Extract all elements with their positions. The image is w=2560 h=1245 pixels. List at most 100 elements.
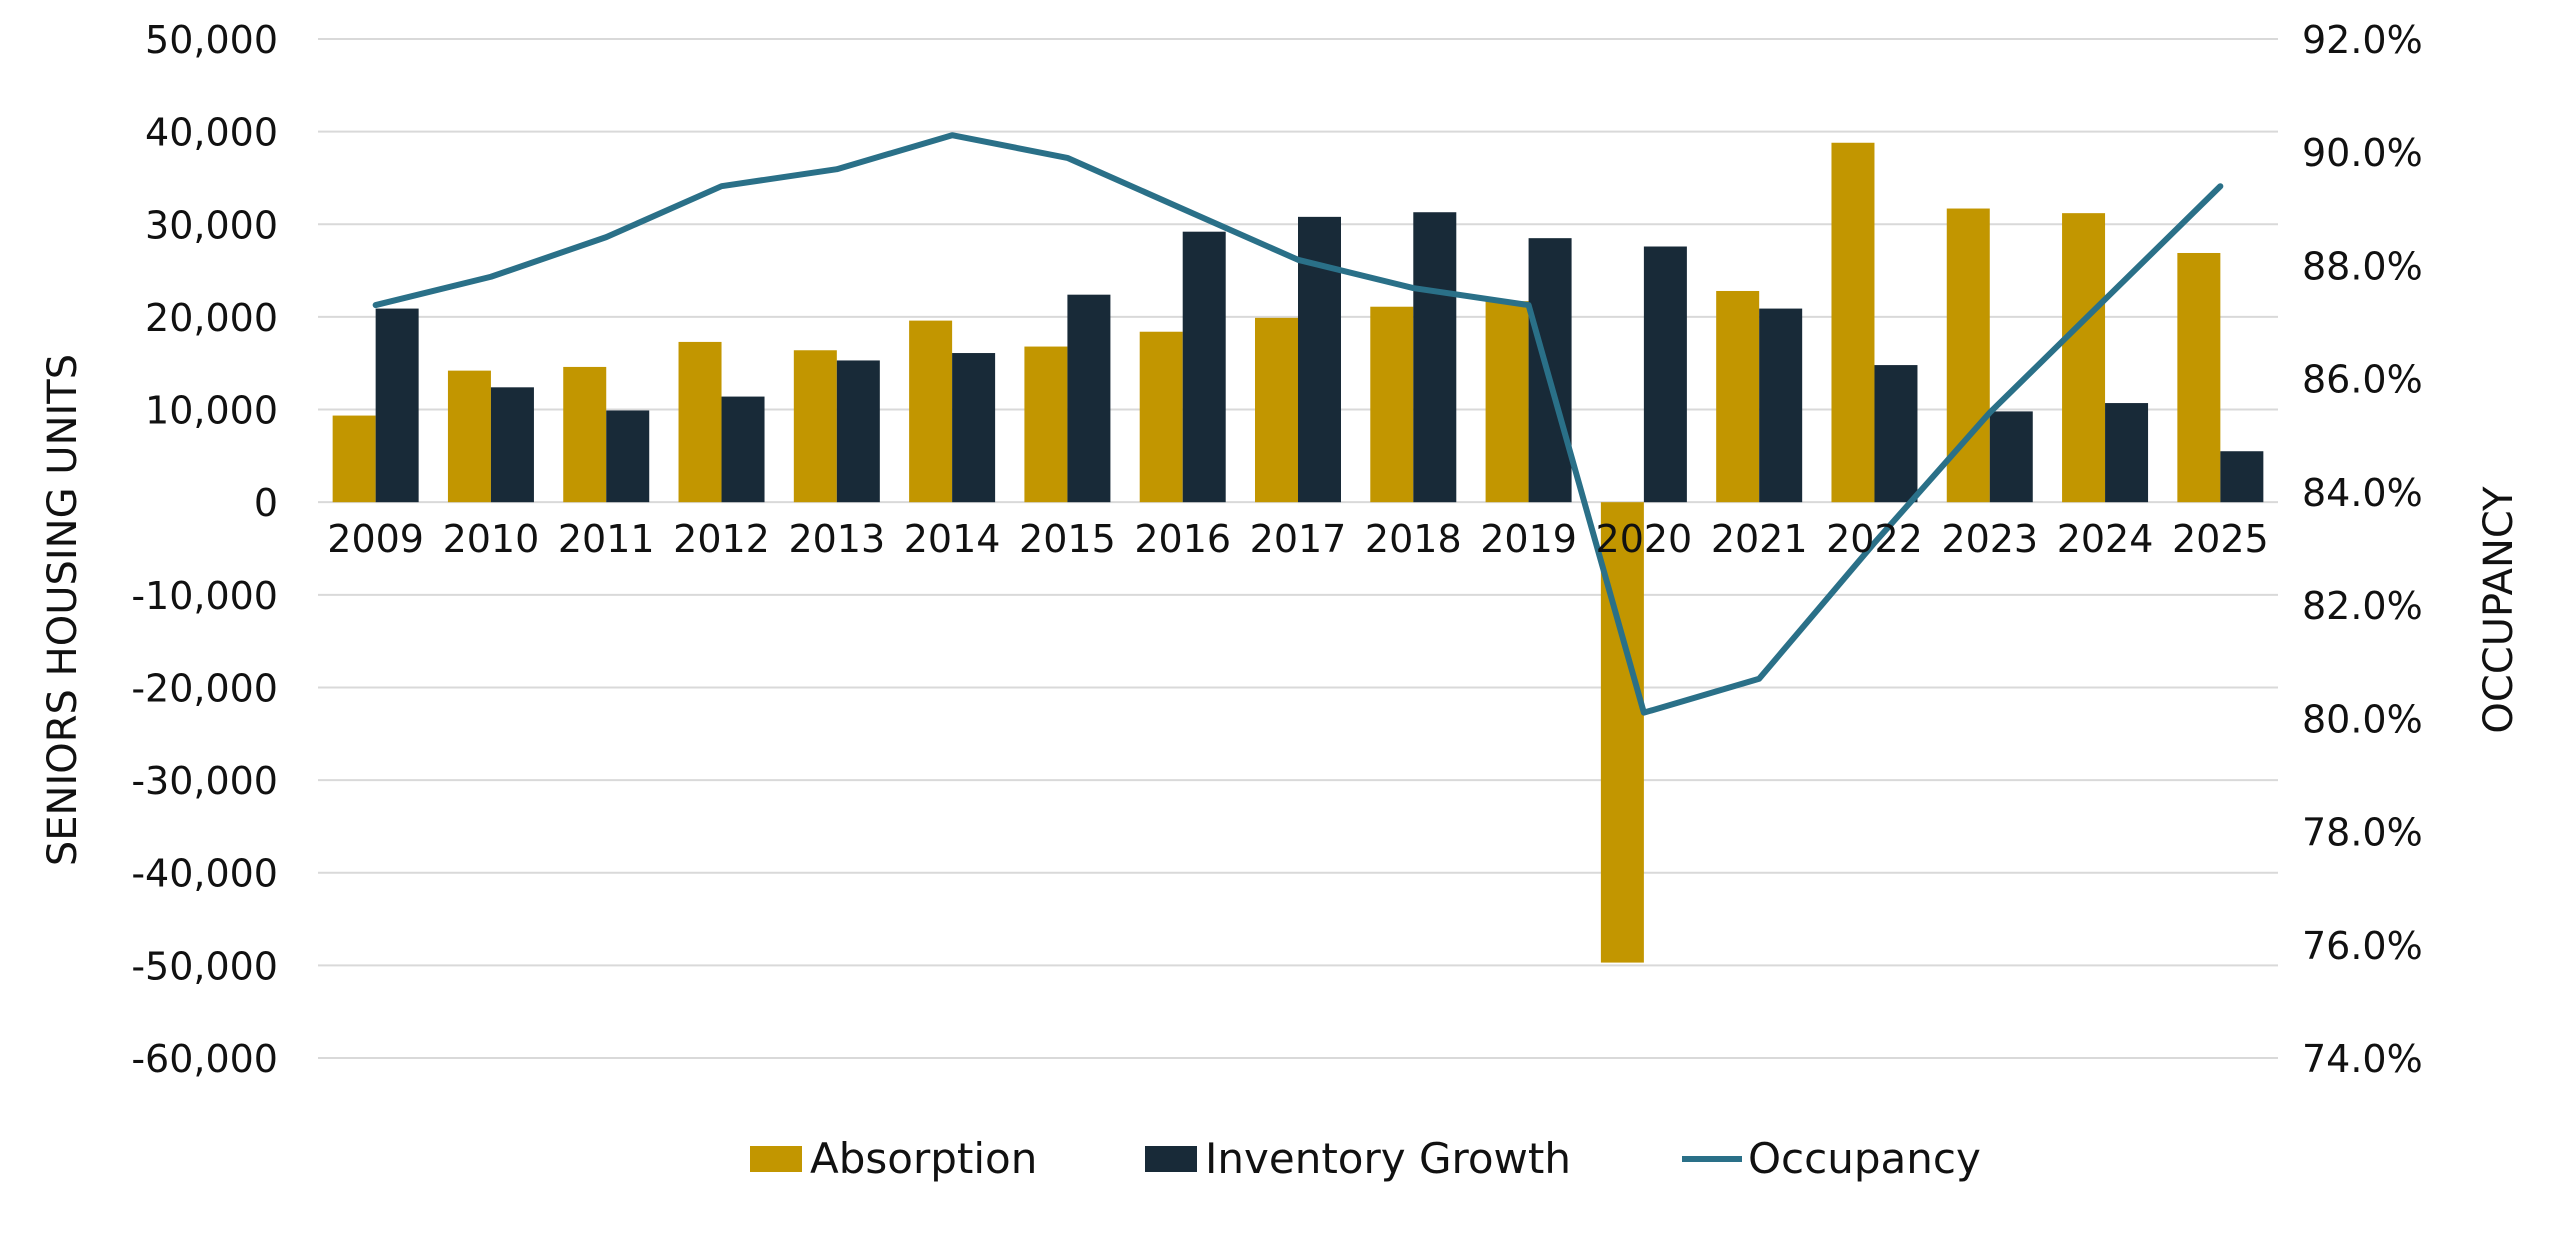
absorption-bar-2017 (1255, 317, 1298, 503)
y2-tick-label: 92.0% (2302, 18, 2423, 62)
y-tick-label: 10,000 (145, 389, 278, 433)
occupancy-point-2014 (951, 134, 954, 137)
inventory-growth-bar-2010 (490, 387, 534, 503)
absorption-bar-2009 (332, 415, 376, 503)
absorption-bar-2014 (909, 320, 953, 503)
occupancy-point-2018 (1412, 287, 1415, 290)
y2-tick-label: 74.0% (2302, 1037, 2423, 1081)
inventory-growth-bar-2011 (606, 410, 650, 503)
legend-label: Absorption (810, 1134, 1037, 1183)
x-tick-label: 2016 (1134, 517, 1231, 561)
inventory-growth-bar-2025 (2220, 451, 2264, 503)
x-tick-label: 2024 (2057, 517, 2154, 561)
y-tick-label: -40,000 (131, 852, 278, 896)
absorption-bar-2018 (1370, 306, 1414, 503)
occupancy-line-layer (372, 132, 2224, 716)
y2-tick-label: 84.0% (2302, 471, 2423, 515)
x-tick-label: 2021 (1711, 517, 1808, 561)
absorption-bar-2011 (563, 366, 607, 503)
x-tick-label: 2015 (1019, 517, 1116, 561)
occupancy-point-2025 (2219, 185, 2222, 188)
occupancy-point-2020 (1642, 711, 1645, 714)
occupancy-point-2017 (1297, 258, 1299, 261)
y2-tick-label: 80.0% (2302, 697, 2423, 741)
y-tick-label: 50,000 (145, 18, 278, 62)
y-tick-label: 20,000 (145, 296, 278, 340)
y2-tick-label: 76.0% (2302, 924, 2423, 968)
y-tick-label: 40,000 (145, 111, 278, 155)
x-tick-label: 2011 (558, 517, 655, 561)
left-axis-title: SENIORS HOUSING UNITS (40, 354, 86, 866)
inventory-growth-bar-2018 (1413, 212, 1457, 503)
right-axis-ticks: 92.0% 90.0% 88.0% 86.0% 84.0% 82.0% 80.0% 78.0%… (2302, 18, 2423, 1081)
absorption-bar-2016 (1139, 331, 1183, 503)
y-tick-label: -30,000 (131, 759, 278, 803)
y2-tick-label: 78.0% (2302, 811, 2423, 855)
x-tick-label: 2023 (1941, 517, 2038, 561)
inventory-growth-bar-2021 (1759, 308, 1803, 503)
bars (332, 142, 2264, 963)
inventory-growth-bar-2022 (1874, 365, 1918, 503)
absorption-bar-2024 (2062, 213, 2106, 503)
legend-swatch-0 (750, 1146, 802, 1172)
legend-label: Occupancy (1748, 1134, 1981, 1183)
y-tick-label: -60,000 (131, 1037, 278, 1081)
absorption-bar-2025 (2177, 252, 2221, 503)
absorption-bar-2013 (793, 350, 837, 503)
inventory-growth-bar-2015 (1067, 294, 1111, 503)
x-tick-label: 2020 (1596, 517, 1693, 561)
x-tick-label: 2017 (1250, 517, 1347, 561)
absorption-bar-2020 (1600, 502, 1644, 963)
occupancy-point-2024 (2104, 298, 2107, 301)
inventory-growth-bar-2013 (836, 360, 880, 503)
occupancy-point-2010 (489, 275, 492, 278)
y2-tick-label: 90.0% (2302, 131, 2423, 175)
y2-tick-label: 82.0% (2302, 584, 2423, 628)
x-tick-label: 2014 (904, 517, 1001, 561)
inventory-growth-bar-2012 (721, 396, 765, 503)
inventory-growth-bar-2020 (1643, 246, 1687, 503)
absorption-bar-2015 (1024, 346, 1068, 503)
legend-label: Inventory Growth (1205, 1134, 1571, 1183)
absorption-bar-2022 (1831, 142, 1875, 503)
y-tick-label: 0 (254, 481, 278, 525)
absorption-bar-2019 (1485, 301, 1529, 503)
occupancy-point-2015 (1066, 156, 1069, 159)
occupancy-point-2023 (1988, 411, 1991, 414)
y2-tick-label: 88.0% (2302, 244, 2423, 288)
occupancy-point-2022 (1873, 541, 1876, 544)
occupancy-point-2019 (1527, 304, 1530, 307)
x-tick-label: 2025 (2172, 517, 2269, 561)
inventory-growth-bar-2014 (952, 353, 996, 503)
x-tick-label: 2009 (327, 517, 424, 561)
x-tick-label: 2019 (1480, 517, 1577, 561)
occupancy-point-2011 (605, 236, 608, 239)
occupancy-point-2009 (374, 304, 377, 307)
y-tick-label: 30,000 (145, 203, 278, 247)
inventory-growth-bar-2016 (1182, 231, 1226, 503)
occupancy-point-2016 (1181, 207, 1184, 210)
y2-tick-label: 86.0% (2302, 358, 2423, 402)
left-axis-ticks: 50,000 40,000 30,000 20,000 10,000 0 -10,000 -2… (131, 18, 278, 1081)
occupancy-point-2012 (720, 185, 723, 188)
absorption-bar-2012 (678, 341, 722, 503)
occupancy-point-2013 (835, 168, 838, 171)
inventory-growth-bar-2023 (1989, 411, 2033, 503)
absorption-bar-2021 (1716, 290, 1760, 503)
occupancy-point-2021 (1758, 677, 1761, 680)
y-tick-label: -50,000 (131, 944, 278, 988)
inventory-growth-bar-2024 (2105, 403, 2149, 503)
right-axis-title: OCCUPANCY (2476, 486, 2522, 734)
x-tick-label: 2013 (788, 517, 885, 561)
absorption-bar-2010 (447, 370, 491, 503)
x-tick-label: 2010 (443, 517, 540, 561)
x-tick-label: 2022 (1826, 517, 1923, 561)
inventory-growth-bar-2009 (375, 308, 419, 503)
y-tick-label: -20,000 (131, 666, 278, 710)
x-tick-label: 2018 (1365, 517, 1462, 561)
x-tick-label: 2012 (673, 517, 770, 561)
y-tick-label: -10,000 (131, 574, 278, 618)
x-axis-ticks: 2009 2010 2011 2012 2013 2014 2015 2016 2017 2018… (327, 517, 2268, 561)
legend: Absorption Inventory Growth Occupancy (750, 1134, 1981, 1183)
